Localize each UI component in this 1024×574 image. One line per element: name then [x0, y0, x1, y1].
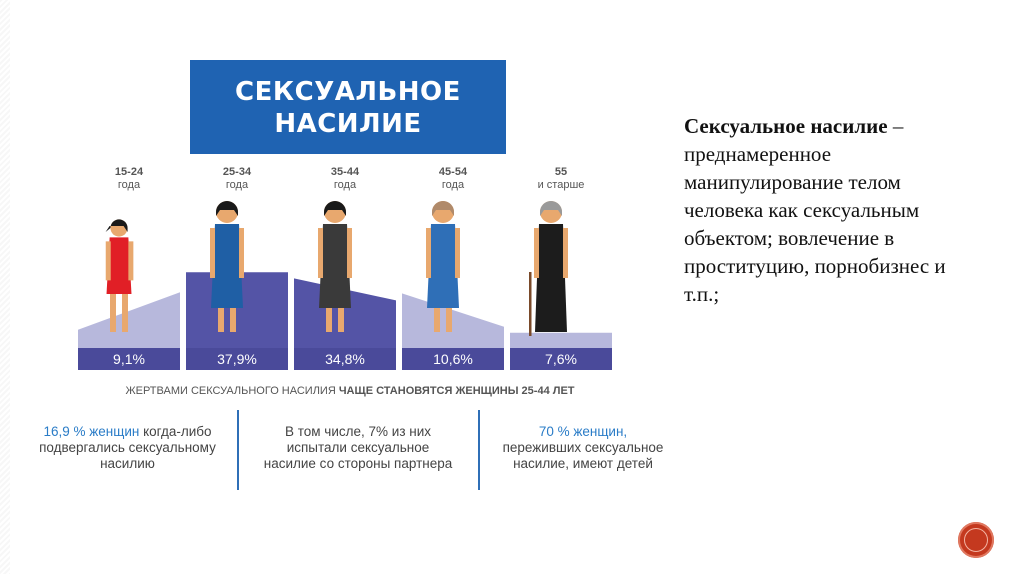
figure-arm-left	[426, 228, 431, 278]
age-label: 35-44	[331, 166, 360, 178]
age-label: 45-54	[439, 166, 468, 178]
note-3-highlight: 70 % женщин,	[538, 424, 628, 439]
chart-title-box: СЕКСУАЛЬНОЕ НАСИЛИЕ	[190, 60, 506, 154]
figure-arm-right	[455, 228, 460, 278]
figure-arm-left	[210, 228, 215, 278]
value-band	[510, 348, 612, 370]
age-bar-chart: 9,1%15-24года37,9%25-34года34,8%35-44год…	[78, 166, 612, 397]
value-band	[402, 348, 504, 370]
figure-arm-right	[128, 241, 134, 281]
figure-arm-left	[534, 228, 539, 278]
walking-cane	[529, 272, 532, 336]
chart-caption: ЖЕРТВАМИ СЕКСУАЛЬНОГО НАСИЛИЯ ЧАЩЕ СТАНО…	[125, 385, 574, 397]
figure-body	[106, 237, 132, 294]
left-border-pattern	[0, 0, 10, 574]
figure-leg-left	[326, 308, 332, 332]
figure-body	[211, 224, 243, 308]
figure-arm-left	[318, 228, 323, 278]
chart-title-line2: НАСИЛИЕ	[274, 109, 422, 139]
age-sublabel: года	[334, 179, 357, 191]
figure-hair	[105, 219, 128, 232]
figure-leg-right	[230, 308, 236, 332]
age-sublabel: года	[226, 179, 249, 191]
value-band	[78, 348, 180, 370]
figure-leg-left	[110, 294, 116, 332]
notes-row: 16,9 % женщин когда-либо подвергались се…	[15, 410, 685, 490]
note-1-line3: насилию	[100, 456, 155, 471]
note-1-line2: подвергались сексуальному	[39, 440, 216, 455]
chart-caption-normal: ЖЕРТВАМИ СЕКСУАЛЬНОГО НАСИЛИЯ	[125, 385, 338, 397]
figure-hair	[432, 201, 454, 216]
definition-dash: –	[887, 114, 904, 138]
note-separator-1	[237, 410, 239, 490]
age-sublabel: года	[442, 179, 465, 191]
value-label: 9,1%	[113, 351, 145, 367]
note-3-line3: насилие, имеют детей	[513, 456, 653, 471]
area-segment	[510, 332, 612, 348]
chart-title-line1: СЕКСУАЛЬНОЕ	[235, 77, 461, 107]
figure-arm-left	[105, 241, 111, 281]
figure-leg-left	[434, 308, 440, 332]
figure-arm-right	[347, 228, 352, 278]
figure-leg-left	[218, 308, 224, 332]
figure-leg-right	[446, 308, 452, 332]
next-slide-button[interactable]	[958, 522, 994, 558]
age-sublabel: года	[118, 179, 141, 191]
age-label: 25-34	[223, 166, 252, 178]
note-2-line2: испытали сексуальное	[286, 440, 430, 455]
definition-text: Сексуальное насилие – преднамеренное ман…	[684, 112, 984, 308]
area-segment	[78, 292, 180, 348]
value-label: 7,6%	[545, 351, 577, 367]
figure-body	[319, 224, 351, 308]
area-segment	[186, 272, 288, 348]
figure-leg-right	[122, 294, 128, 332]
age-label: 55	[555, 166, 567, 178]
note-2-line3: насилие со стороны партнера	[263, 456, 453, 471]
figure-arm-right	[239, 228, 244, 278]
note-1-highlight: 16,9 % женщин	[43, 424, 140, 439]
value-label: 37,9%	[217, 351, 257, 367]
chart-caption-bold: ЧАЩЕ СТАНОВЯТСЯ ЖЕНЩИНЫ 25-44 ЛЕТ	[339, 385, 575, 397]
figure-hair	[324, 201, 346, 216]
note-1-rest: когда-либо	[139, 424, 212, 439]
note-3: 70 % женщин, переживших сексуальное наси…	[483, 424, 683, 472]
figure-body	[427, 224, 459, 308]
nav-circle-icon	[964, 528, 988, 552]
age-sublabel: и старше	[538, 179, 585, 191]
area-segment	[294, 278, 396, 348]
note-1: 16,9 % женщин когда-либо подвергались се…	[15, 424, 240, 472]
note-3-line2: переживших сексуальное	[502, 440, 664, 455]
value-label: 34,8%	[325, 351, 365, 367]
value-band	[186, 348, 288, 370]
definition-term: Сексуальное насилие	[684, 114, 888, 138]
definition-body: преднамеренное манипулирование телом чел…	[684, 142, 946, 306]
figure-leg-right	[338, 308, 344, 332]
value-band	[294, 348, 396, 370]
note-2: В том числе, 7% из них испытали сексуаль…	[243, 424, 473, 472]
figure-hair	[540, 201, 562, 216]
value-label: 10,6%	[433, 351, 473, 367]
figure-hair	[216, 201, 238, 216]
note-separator-2	[478, 410, 480, 490]
age-label: 15-24	[115, 166, 144, 178]
figure-body	[535, 224, 567, 332]
figure-arm-right	[563, 228, 568, 278]
note-2-line1: В том числе, 7% из них	[284, 424, 432, 439]
